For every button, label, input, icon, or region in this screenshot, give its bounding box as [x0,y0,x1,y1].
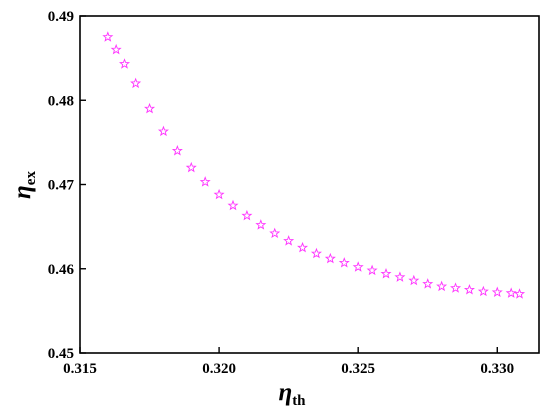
x-axis-label: ηth [278,379,306,409]
data-point [119,58,131,69]
x-axis-subscript: th [292,393,306,409]
data-point [213,188,225,200]
x-tick-label: 0.315 [63,361,97,377]
y-axis-ticks: 0.45 0.46 0.47 0.48 0.49 [48,9,86,362]
x-tick-label: 0.330 [480,361,514,377]
x-tick-label: 0.325 [341,361,375,377]
x-tick-label: 0.320 [202,361,236,377]
data-point [450,282,462,293]
x-axis-symbol: η [278,379,292,406]
data-markers [102,31,526,299]
data-point [310,247,322,259]
data-point [144,102,156,114]
x-axis-ticks: 0.315 0.320 0.325 0.330 [63,347,514,377]
data-point [352,261,364,272]
data-point [269,227,281,239]
data-point [185,161,197,173]
data-point [422,278,434,289]
data-point [199,176,211,187]
y-tick-label: 0.49 [48,9,74,25]
plot-frame [79,15,540,354]
data-point [505,287,517,298]
data-point [366,264,378,276]
y-tick-label: 0.45 [48,346,74,362]
y-tick-label: 0.46 [48,262,75,278]
data-point [255,219,267,230]
y-axis-subscript: ex [23,171,39,186]
data-point [338,257,350,268]
data-point [171,145,183,156]
data-point [324,252,336,264]
data-point [463,284,475,295]
data-point [477,285,489,297]
y-tick-label: 0.48 [48,93,74,109]
data-point [408,274,420,286]
data-point [283,235,295,246]
data-point [491,286,503,298]
data-point [297,241,309,253]
data-point [436,280,448,292]
y-axis-label: ηex [9,171,39,199]
data-point [380,268,392,279]
data-point [102,31,114,42]
data-point [130,77,142,89]
y-axis-symbol: η [9,185,36,199]
data-point [394,271,406,282]
data-point [227,199,239,211]
data-point [514,288,526,299]
data-point [157,125,169,137]
data-point [110,43,122,55]
data-point [241,209,253,221]
y-tick-label: 0.47 [48,178,75,194]
